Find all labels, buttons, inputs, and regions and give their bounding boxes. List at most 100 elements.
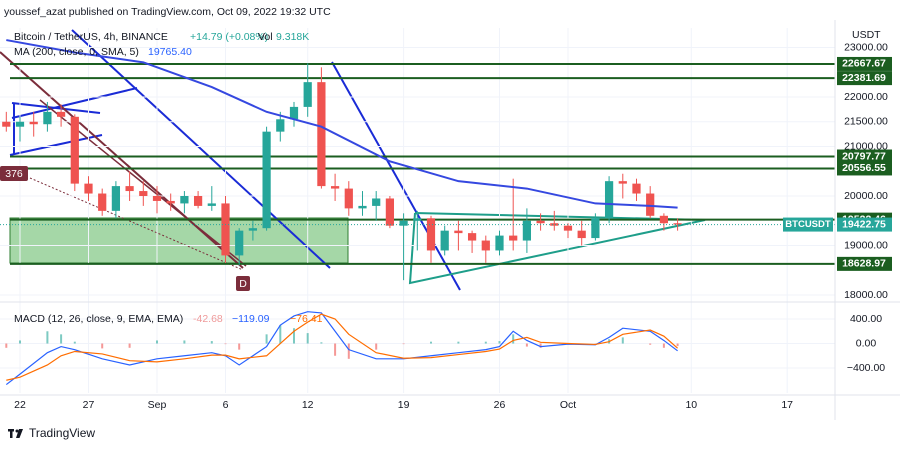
candle-body: [604, 181, 614, 219]
histogram-bar: [224, 343, 227, 345]
candle-body: [152, 196, 162, 201]
marker-text: D: [239, 278, 247, 290]
ma-line: [6, 39, 678, 209]
trend-line: [71, 29, 331, 269]
histogram-bar: [183, 340, 186, 344]
marks: [0, 28, 835, 393]
candle-body: [43, 111, 52, 125]
histogram-bar: [19, 340, 22, 344]
price-tag: [837, 217, 892, 232]
histogram-bar: [5, 343, 8, 348]
candle-body: [248, 228, 258, 231]
level-label: 18628.97: [842, 258, 886, 270]
candle-body: [2, 121, 11, 127]
ma-label: MA (200, close, 0, SMA, 5): [14, 46, 139, 58]
histogram-bar: [429, 341, 432, 344]
trend-line: [29, 177, 244, 271]
histogram-bar: [498, 341, 501, 344]
marker: [236, 276, 250, 291]
ma-value: 19765.40: [148, 46, 192, 58]
histogram-bar: [320, 342, 323, 344]
x-tick-label: 12: [302, 399, 314, 411]
macd-label: MACD (12, 26, close, 9, EMA, EMA): [14, 313, 183, 325]
histogram-bar: [101, 343, 104, 349]
candle-body: [646, 193, 655, 216]
candle-body: [372, 198, 381, 206]
x-tick-label: 26: [494, 399, 506, 411]
x-tick-label: Oct: [560, 399, 576, 411]
candle-body: [98, 193, 107, 211]
candle-body: [111, 186, 121, 211]
candle-body: [591, 218, 600, 239]
macd-hist-value: -42.68: [193, 313, 223, 325]
candle-body: [166, 200, 175, 204]
candle-body: [413, 218, 422, 221]
candle-body: [385, 198, 395, 226]
histogram-bar: [292, 328, 295, 344]
histogram-bar: [457, 341, 460, 344]
candle-body: [563, 225, 573, 231]
candle-body: [618, 181, 627, 184]
trend-line: [11, 87, 138, 119]
y-tick-label: 0.00: [856, 337, 877, 349]
candle-body: [659, 215, 668, 224]
candle-body: [193, 196, 203, 206]
x-tick-label: 17: [781, 399, 793, 411]
drawings: [0, 29, 706, 291]
marker: [0, 166, 28, 181]
signal-value: −76.41: [290, 313, 323, 325]
histogram-bar: [347, 343, 350, 359]
histogram-bar: [334, 343, 337, 356]
vol-label: Vol: [258, 31, 273, 43]
y-tick-label: 23000.00: [844, 41, 888, 53]
histogram-bar: [279, 325, 282, 344]
change: +14.79 (+0.08%): [190, 31, 268, 43]
candle-body: [536, 220, 545, 224]
histogram-bar: [155, 340, 158, 344]
candle-body: [467, 233, 477, 241]
x-tick-label: Sep: [148, 399, 167, 411]
candle-body: [262, 131, 271, 229]
vol-value: 9.318K: [276, 31, 309, 43]
level-tag: [837, 71, 892, 86]
candle-body: [454, 230, 463, 234]
level-tag: [837, 161, 892, 176]
histogram-bar: [265, 334, 268, 344]
y-tick-label: 21500.00: [844, 116, 888, 128]
histogram-bar: [676, 343, 679, 347]
candle-body: [344, 188, 353, 209]
candle-body: [440, 230, 449, 251]
histogram-bar: [484, 341, 487, 344]
y-tick-label: −400.00: [847, 362, 885, 374]
candle-body: [207, 203, 216, 206]
candle-body: [522, 220, 532, 241]
y-tick-label: 400.00: [850, 313, 882, 325]
brand: TradingView: [29, 426, 95, 440]
histogram-bar: [512, 334, 515, 344]
macd-value: −119.09: [232, 313, 270, 325]
symbol-tag: [783, 217, 833, 232]
candle-body: [399, 220, 408, 226]
level-tag: [837, 149, 892, 164]
histogram-bar: [539, 343, 542, 348]
candle-body: [426, 218, 436, 251]
level-label: 22667.67: [842, 58, 886, 70]
histogram-bar: [402, 343, 405, 345]
histogram-bar: [73, 341, 76, 344]
histogram-bar: [375, 343, 378, 350]
x-tick-label: 27: [83, 399, 95, 411]
candle-body: [317, 82, 326, 187]
histogram-bar: [60, 334, 63, 344]
candle-body: [56, 111, 66, 117]
level-tag: [837, 56, 892, 71]
candle-body: [673, 223, 682, 225]
candle-body: [139, 191, 148, 197]
symbol-tag-label: BTCUSDT: [785, 219, 831, 230]
candle-body: [495, 235, 504, 251]
currency: USDT: [852, 29, 881, 41]
candle-body: [221, 203, 230, 256]
y-tick-label: 19000.00: [844, 239, 888, 251]
x-tick-label: 10: [685, 399, 697, 411]
